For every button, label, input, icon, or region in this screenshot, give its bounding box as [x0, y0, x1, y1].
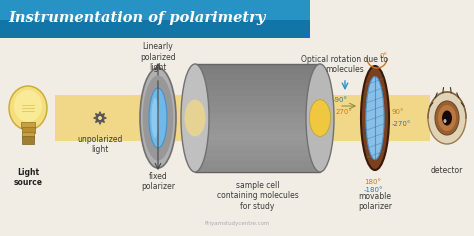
Text: fixed
polarizer: fixed polarizer: [141, 172, 175, 191]
Ellipse shape: [184, 100, 206, 136]
Text: Linearly
polarized
light: Linearly polarized light: [140, 42, 176, 72]
Ellipse shape: [151, 98, 159, 138]
Ellipse shape: [140, 68, 176, 168]
Bar: [195, 167, 320, 172]
Bar: [195, 134, 320, 140]
Bar: [195, 123, 320, 129]
Bar: [195, 156, 320, 161]
Bar: [195, 69, 320, 75]
Ellipse shape: [310, 100, 330, 136]
Ellipse shape: [361, 66, 389, 170]
Text: movable
polarizer: movable polarizer: [358, 192, 392, 211]
Text: Optical rotation due to
molecules: Optical rotation due to molecules: [301, 55, 389, 74]
Bar: [195, 161, 320, 167]
Bar: [21, 122, 35, 128]
Ellipse shape: [306, 64, 334, 172]
Bar: [195, 113, 320, 118]
Ellipse shape: [442, 110, 452, 126]
Text: Instrumentation of polarimetry: Instrumentation of polarimetry: [8, 11, 265, 25]
Text: 270°: 270°: [336, 109, 353, 115]
Bar: [195, 96, 320, 102]
Bar: [195, 64, 320, 172]
Bar: [195, 75, 320, 80]
Bar: [195, 91, 320, 96]
Text: Light
source: Light source: [13, 168, 43, 187]
Ellipse shape: [149, 88, 167, 148]
Text: 180°: 180°: [365, 179, 382, 185]
Text: detector: detector: [431, 166, 463, 175]
Ellipse shape: [143, 76, 173, 160]
Bar: [195, 107, 320, 113]
Bar: [195, 140, 320, 145]
Bar: [195, 145, 320, 150]
Bar: [195, 118, 320, 123]
Bar: [195, 102, 320, 107]
Bar: [195, 86, 320, 91]
Bar: [195, 129, 320, 134]
Bar: [195, 150, 320, 156]
Ellipse shape: [428, 92, 466, 144]
Text: 0°: 0°: [380, 53, 388, 59]
Bar: [22, 132, 34, 138]
Ellipse shape: [366, 76, 384, 160]
Ellipse shape: [181, 64, 209, 172]
Bar: [22, 136, 34, 144]
Ellipse shape: [9, 86, 47, 130]
Text: -270°: -270°: [392, 121, 411, 127]
Text: sample cell
containing molecules
for study: sample cell containing molecules for stu…: [217, 181, 298, 211]
Ellipse shape: [438, 105, 456, 131]
Bar: [0, 0, 310, 38]
Text: -90°: -90°: [333, 97, 348, 103]
Ellipse shape: [444, 119, 447, 123]
Ellipse shape: [14, 90, 42, 122]
Bar: [195, 80, 320, 86]
Bar: [55, 95, 430, 141]
Ellipse shape: [435, 101, 459, 135]
Bar: [195, 64, 320, 69]
Bar: [22, 127, 35, 133]
Text: 90°: 90°: [392, 109, 404, 115]
Text: unpolarized
light: unpolarized light: [77, 135, 123, 154]
Bar: [0, 38, 474, 236]
Bar: [0, 0, 310, 20]
Text: -180°: -180°: [363, 187, 383, 193]
Text: Priyamstudycentre.com: Priyamstudycentre.com: [204, 221, 270, 226]
